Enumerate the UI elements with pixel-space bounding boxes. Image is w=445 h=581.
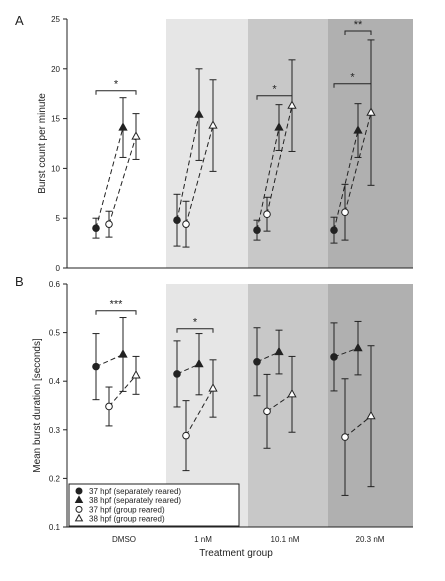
37-hpf-group-reared-point <box>341 208 349 217</box>
37-hpf-group-reared-point <box>105 220 113 228</box>
significance-label: * <box>114 79 119 91</box>
band-10-1-nm <box>248 284 328 527</box>
connector-line <box>333 130 359 231</box>
significance-label: * <box>193 317 198 329</box>
37-hpf-separately-reared-point <box>92 362 100 371</box>
y-tick-label: 15 <box>51 115 60 124</box>
band-10-1-nm <box>248 19 328 268</box>
37-hpf-separately-reared-point <box>173 216 181 224</box>
legend-box <box>68 483 240 527</box>
panel-label: A <box>15 13 24 28</box>
band-dmso <box>67 19 166 268</box>
significance-bracket <box>95 90 137 95</box>
y-tick-label: 10 <box>51 164 60 173</box>
connector-line <box>185 125 214 225</box>
y-tick-label: 20 <box>51 65 60 74</box>
37-hpf-group-reared-point <box>182 220 190 228</box>
connector-line <box>176 114 200 221</box>
37-hpf-separately-reared-point <box>253 357 261 366</box>
y-axis-label: Mean burst duration [seconds] <box>32 338 43 473</box>
y-tick-label: 0.6 <box>49 280 61 289</box>
legend-marker <box>74 495 84 503</box>
38-hpf-separately-reared-point <box>194 109 204 118</box>
38-hpf-group-reared-point <box>287 100 297 109</box>
y-tick-label: 0.5 <box>49 329 61 338</box>
panel-label: B <box>15 274 24 289</box>
significance-bracket <box>176 328 214 333</box>
significance-bracket <box>333 83 372 88</box>
38-hpf-group-reared-point <box>366 107 376 116</box>
y-tick-label: 0.2 <box>49 474 61 483</box>
connector-line <box>95 354 124 368</box>
legend-marker <box>75 505 83 513</box>
38-hpf-group-reared-point <box>287 388 297 398</box>
legend-marker <box>75 487 83 495</box>
37-hpf-group-reared-point <box>105 402 113 411</box>
y-axis-label: Burst count per minute <box>37 93 48 194</box>
x-tick-label: DMSO <box>112 535 136 544</box>
legend-label: 37 hpf (group reared) <box>89 505 165 514</box>
legend-label: 37 hpf (separately reared) <box>89 487 181 496</box>
connector-line <box>256 127 280 231</box>
connector-line <box>333 347 359 358</box>
38-hpf-separately-reared-point <box>274 122 284 131</box>
significance-label: *** <box>110 299 124 311</box>
38-hpf-separately-reared-point <box>353 342 363 352</box>
y-tick-label: 0.4 <box>49 377 61 386</box>
x-tick-label: 10.1 nM <box>271 535 300 544</box>
38-hpf-separately-reared-point <box>118 122 128 131</box>
connector-line <box>185 388 214 436</box>
x-tick-label: 20.3 nM <box>356 535 385 544</box>
legend: 37 hpf (separately reared)38 hpf (separa… <box>68 483 240 527</box>
connector-line <box>344 112 372 213</box>
38-hpf-group-reared-point <box>366 410 376 420</box>
y-tick-label: 5 <box>56 214 61 223</box>
38-hpf-separately-reared-point <box>118 349 128 358</box>
significance-label: * <box>272 84 277 96</box>
y-tick-label: 0.1 <box>49 523 61 532</box>
37-hpf-separately-reared-point <box>173 370 181 378</box>
37-hpf-group-reared-point <box>341 433 349 441</box>
38-hpf-separately-reared-point <box>353 125 363 134</box>
connector-line <box>108 136 137 225</box>
y-tick-label: 0.3 <box>49 426 61 435</box>
significance-label: * <box>350 72 355 84</box>
38-hpf-group-reared-point <box>208 383 218 392</box>
37-hpf-separately-reared-point <box>253 226 261 234</box>
38-hpf-group-reared-point <box>131 370 141 379</box>
38-hpf-group-reared-point <box>208 120 218 129</box>
connector-line <box>95 127 124 229</box>
37-hpf-separately-reared-point <box>330 226 338 234</box>
y-tick-label: 25 <box>51 15 60 24</box>
y-tick-label: 0 <box>56 264 61 273</box>
connector-line <box>344 415 372 438</box>
legend-label: 38 hpf (group reared) <box>89 515 165 524</box>
significance-bracket <box>344 30 372 35</box>
legend-marker <box>74 513 84 522</box>
panel-b: 0.1 0.2 0.3 0.4 0.5 0.6 B Mean burst duration [… <box>15 274 413 559</box>
38-hpf-separately-reared-point <box>194 358 204 368</box>
37-hpf-group-reared-point <box>263 407 271 416</box>
x-axis-label: Treatment group <box>199 548 273 559</box>
connector-line <box>266 105 293 215</box>
38-hpf-separately-reared-point <box>274 346 284 356</box>
37-hpf-separately-reared-point <box>92 224 100 232</box>
37-hpf-group-reared-point <box>263 210 271 219</box>
x-tick-label: 1 nM <box>194 535 212 544</box>
significance-bracket <box>256 95 293 100</box>
legend-label: 38 hpf (separately reared) <box>89 496 181 505</box>
38-hpf-group-reared-point <box>131 131 141 140</box>
37-hpf-group-reared-point <box>182 431 190 440</box>
significance-bracket <box>95 310 137 315</box>
band-1-nm <box>166 19 248 268</box>
37-hpf-separately-reared-point <box>330 353 338 361</box>
significance-label: ** <box>354 19 363 31</box>
